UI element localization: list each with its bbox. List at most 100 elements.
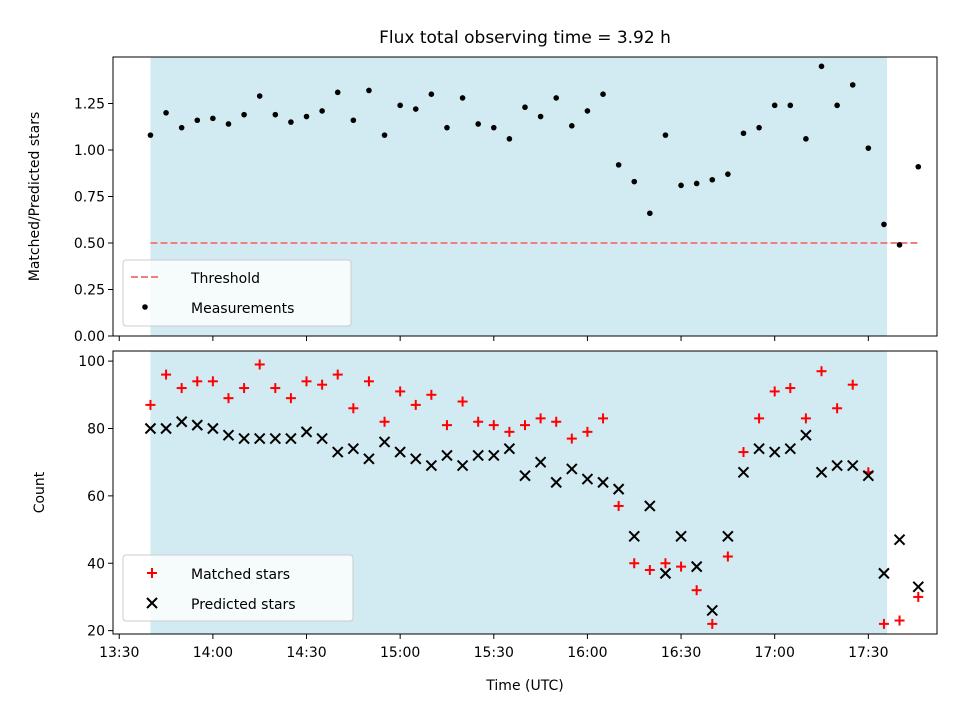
measurement-point bbox=[569, 123, 575, 129]
predicted-star-point bbox=[878, 567, 890, 580]
matched-star-point bbox=[754, 413, 765, 424]
top-x-ticks bbox=[118, 336, 869, 341]
predicted-star-point bbox=[612, 483, 625, 495]
matched-star-point bbox=[363, 376, 374, 387]
measurement-point bbox=[881, 221, 887, 228]
x-tick-label: 14:00 bbox=[193, 645, 233, 661]
top-y-ticks: 0.00 0.25 0.50 0.75 1.00 1.25 bbox=[74, 97, 113, 345]
matched-star-point bbox=[613, 500, 624, 511]
y-tick-label: 1.25 bbox=[74, 97, 105, 113]
measurement-point bbox=[678, 182, 684, 189]
matched-star-point bbox=[676, 561, 687, 572]
measurement-point bbox=[459, 95, 466, 101]
predicted-star-point bbox=[347, 442, 360, 455]
matched-star-point bbox=[410, 399, 421, 410]
chart-title: Flux total observing time = 3.92 h bbox=[379, 28, 671, 48]
predicted-star-point bbox=[456, 459, 469, 472]
predicted-star-point bbox=[316, 432, 328, 445]
matched-stars-points bbox=[145, 359, 924, 629]
measurement-point bbox=[787, 102, 794, 109]
measurement-point bbox=[319, 108, 325, 114]
predicted-star-point bbox=[581, 473, 594, 485]
matched-star-point bbox=[722, 551, 733, 562]
x-axis-label: Time (UTC) bbox=[485, 678, 563, 694]
matched-star-point bbox=[145, 399, 156, 410]
x-tick-label: 15:00 bbox=[380, 645, 420, 661]
predicted-star-point bbox=[269, 432, 282, 445]
legend-threshold-label: Threshold bbox=[190, 271, 260, 287]
x-tick-label: 13:30 bbox=[99, 645, 139, 661]
measurement-point bbox=[428, 91, 435, 97]
predicted-star-point bbox=[363, 453, 375, 465]
bottom-x-ticks: 13:30 14:00 14:30 15:00 15:30 16:00 16:30 17:00… bbox=[99, 634, 889, 661]
predicted-star-point bbox=[847, 459, 859, 472]
predicted-star-point bbox=[628, 530, 640, 543]
y-tick-label: 0.50 bbox=[74, 236, 105, 252]
x-tick-label: 15:30 bbox=[474, 645, 514, 661]
x-tick-label: 14:30 bbox=[286, 645, 326, 661]
predicted-star-point bbox=[160, 422, 172, 435]
predicted-star-point bbox=[425, 459, 438, 472]
matched-star-point bbox=[660, 558, 671, 569]
matched-star-point bbox=[551, 416, 562, 427]
measurement-point bbox=[709, 176, 716, 183]
predicted-star-point bbox=[722, 530, 734, 543]
predicted-star-point bbox=[690, 560, 703, 573]
matched-star-point bbox=[707, 618, 718, 629]
matched-star-point bbox=[301, 376, 312, 387]
matched-star-point bbox=[192, 376, 203, 387]
y-tick-label: 1.00 bbox=[74, 143, 105, 159]
top-legend-box bbox=[122, 259, 352, 327]
top-panel: 0.00 0.25 0.50 0.75 1.00 1.25 Flux total obse… bbox=[27, 28, 938, 345]
legend-measurements-label: Measurements bbox=[191, 301, 294, 317]
matched-star-point bbox=[629, 558, 640, 569]
matched-star-point bbox=[348, 403, 359, 414]
measurement-point bbox=[522, 104, 528, 111]
predicted-star-point bbox=[503, 442, 516, 455]
legend-x-marker bbox=[146, 597, 158, 609]
legend-matched-label: Matched stars bbox=[191, 567, 290, 583]
x-tick-label: 16:00 bbox=[567, 645, 607, 661]
matched-star-point bbox=[426, 389, 437, 400]
predicted-star-point bbox=[519, 469, 531, 482]
matched-star-point bbox=[738, 447, 749, 458]
measurement-point bbox=[444, 124, 450, 131]
measurement-point bbox=[178, 124, 185, 131]
matched-star-point bbox=[457, 396, 468, 407]
measurement-point bbox=[693, 180, 700, 187]
y-tick-label: 80 bbox=[87, 421, 105, 437]
measurement-point bbox=[506, 136, 513, 142]
predicted-star-point bbox=[784, 442, 797, 455]
predicted-star-point bbox=[566, 463, 578, 475]
matched-star-point bbox=[691, 585, 702, 596]
matched-star-point bbox=[473, 416, 484, 427]
predicted-star-point bbox=[488, 449, 500, 462]
measurement-point bbox=[662, 132, 669, 138]
measurement-point bbox=[818, 63, 825, 70]
predicted-star-point bbox=[300, 426, 313, 438]
matched-star-point bbox=[239, 383, 250, 394]
measurement-point bbox=[381, 132, 388, 138]
measurement-point bbox=[803, 136, 809, 142]
predicted-star-point bbox=[753, 442, 765, 455]
predicted-star-point bbox=[550, 476, 562, 489]
measurement-point bbox=[272, 111, 279, 118]
legend-predicted-label: Predicted stars bbox=[191, 597, 296, 613]
matched-star-point bbox=[598, 413, 609, 424]
matched-star-point bbox=[582, 426, 593, 437]
matched-star-point bbox=[285, 393, 296, 404]
predicted-star-point bbox=[394, 446, 406, 458]
predicted-star-point bbox=[534, 456, 547, 468]
matched-star-point bbox=[176, 383, 187, 394]
predicted-star-point bbox=[332, 446, 344, 458]
measurement-point bbox=[915, 163, 922, 170]
measurement-point bbox=[366, 87, 372, 94]
matched-star-point bbox=[488, 420, 499, 431]
predicted-star-point bbox=[800, 429, 812, 441]
matched-star-point bbox=[332, 369, 343, 380]
y-tick-label: 20 bbox=[87, 624, 105, 640]
measurement-point bbox=[303, 113, 310, 120]
matched-star-point bbox=[644, 564, 655, 575]
measurement-point bbox=[740, 130, 747, 137]
